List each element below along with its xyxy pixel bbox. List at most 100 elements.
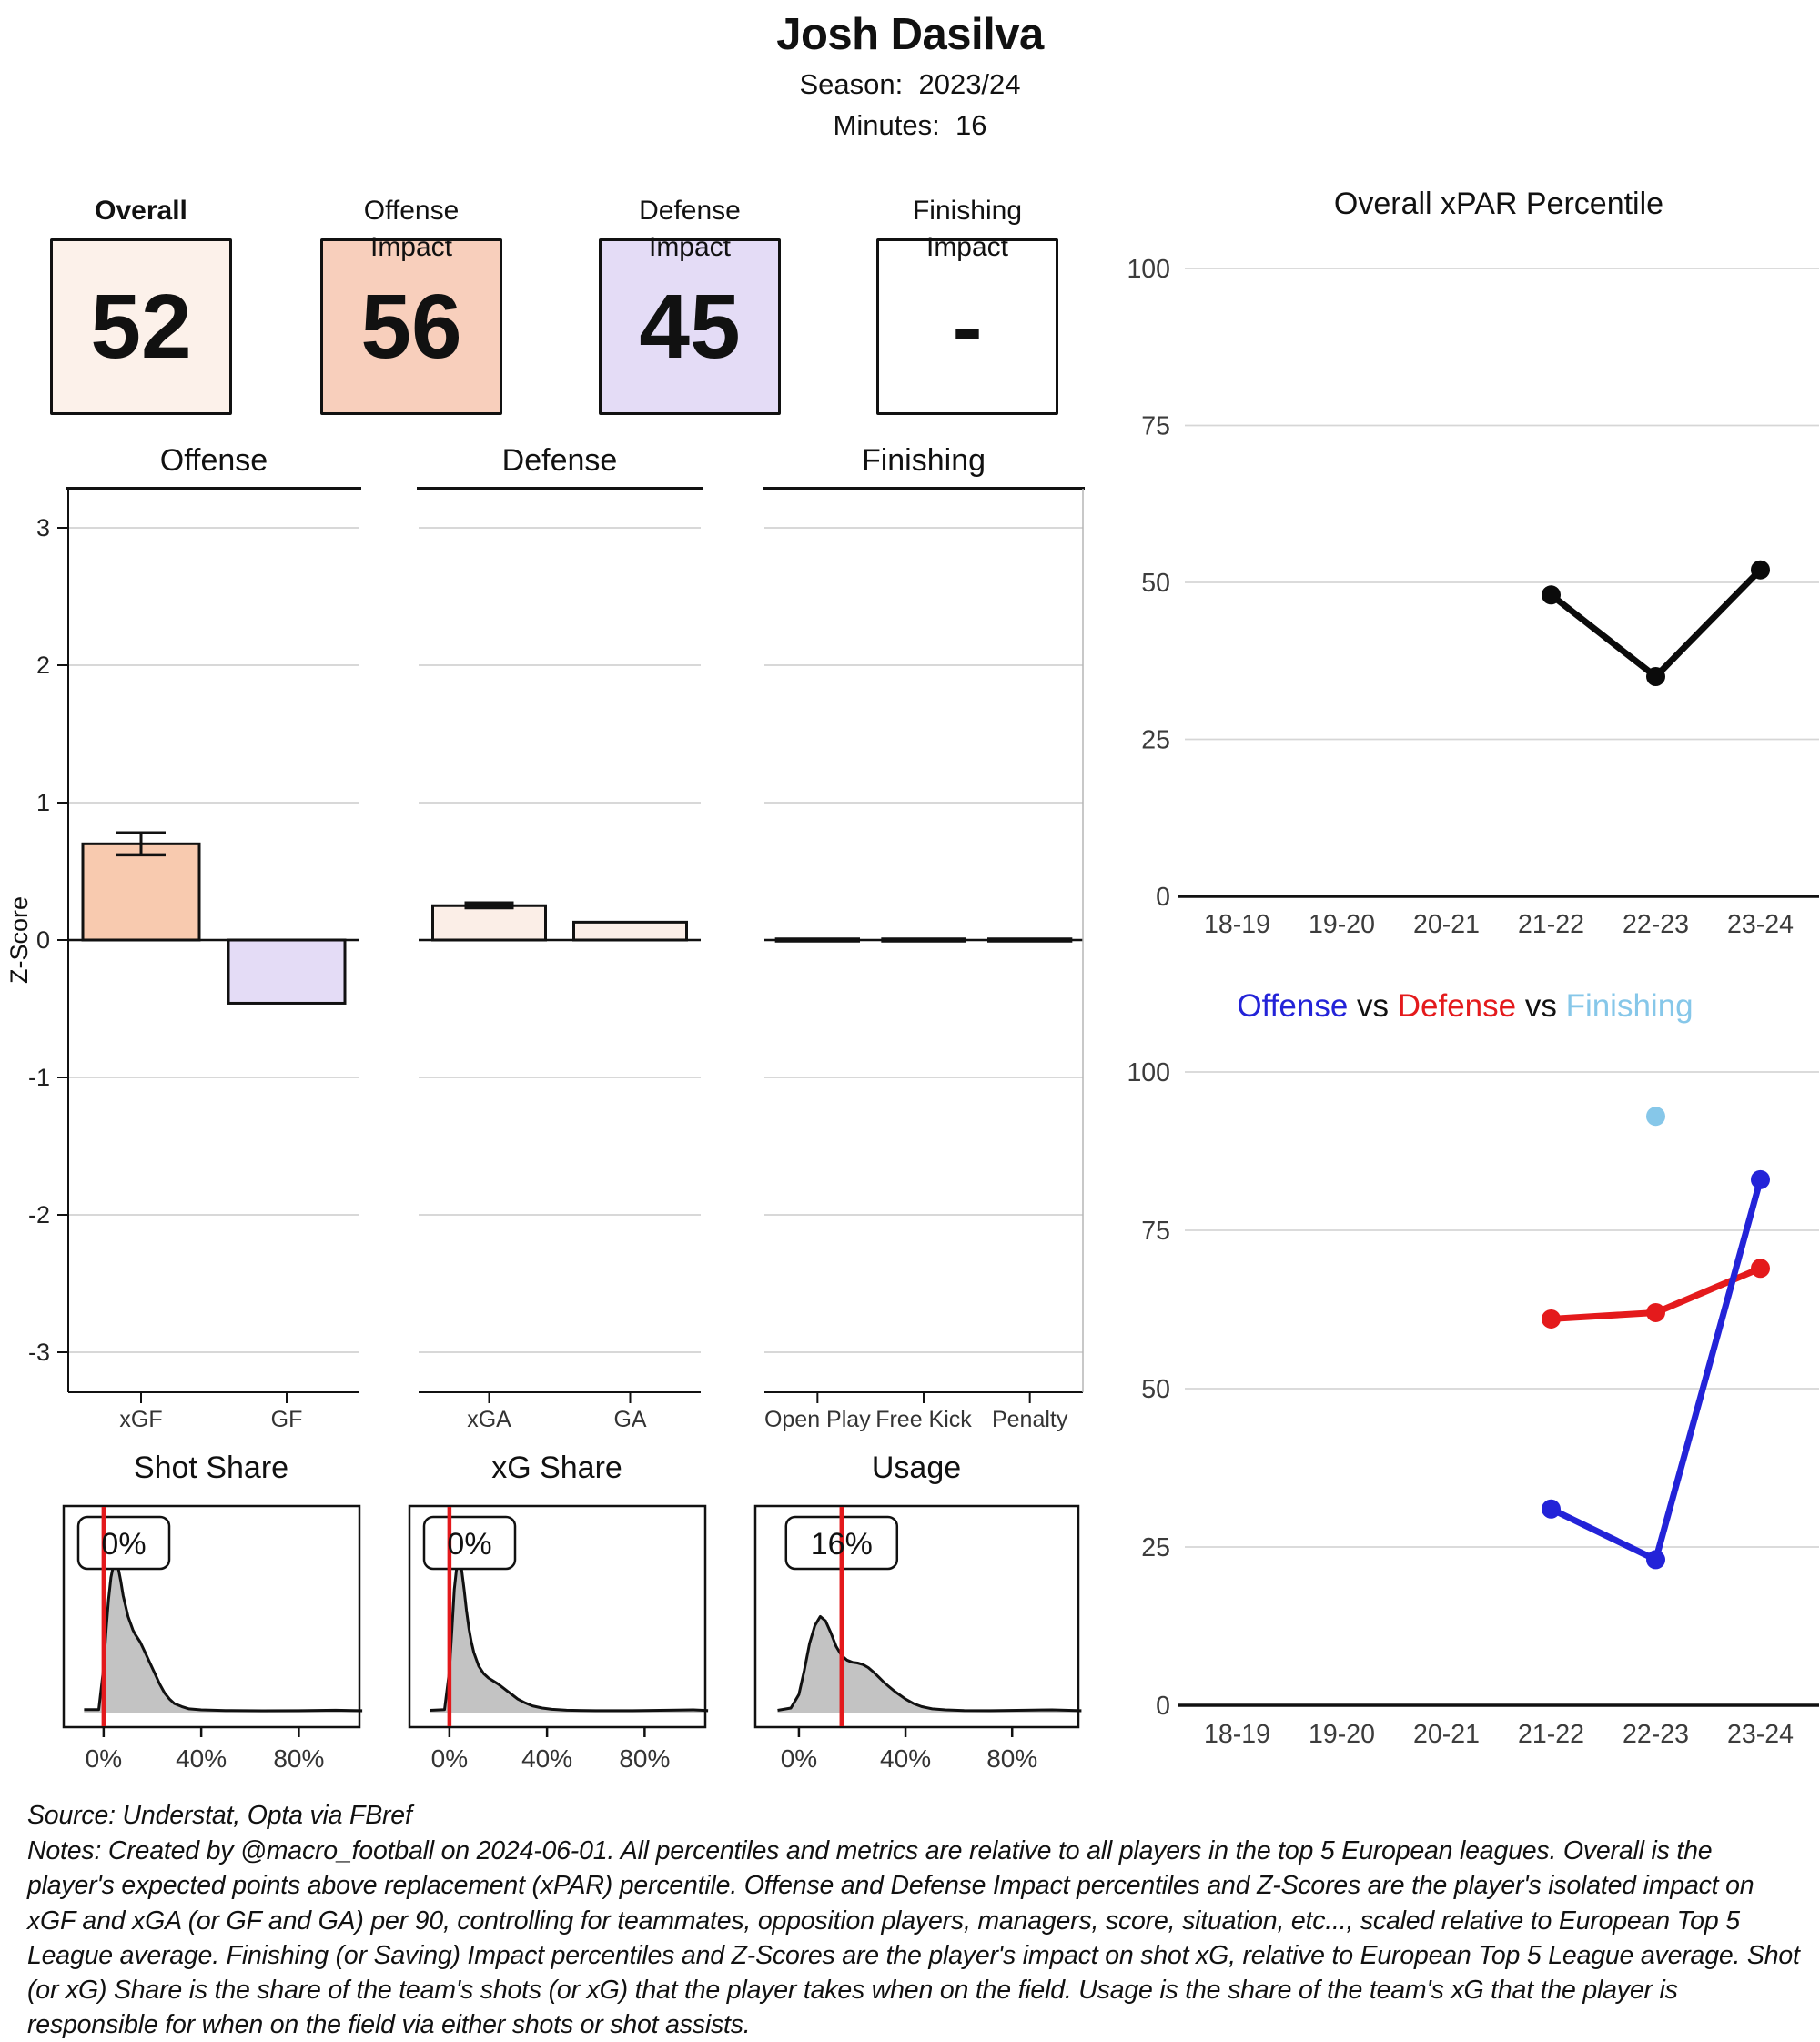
- bar-gf: [227, 938, 347, 1005]
- legend-item-finishing: Finishing: [1565, 988, 1694, 1024]
- panel-border: [753, 1504, 1080, 1729]
- y-tick-label: 25: [1141, 1533, 1170, 1562]
- y-tick-label: 75: [1141, 1217, 1170, 1246]
- density-panel-usage: 0% 40% 80% 16%: [753, 1504, 1082, 1773]
- legend-item-defense: Defense: [1397, 988, 1517, 1024]
- panel-title-offense: Offense: [159, 443, 268, 478]
- bar-xgf: [81, 842, 201, 942]
- panel-title-xg-share: xG Share: [491, 1451, 622, 1485]
- minutes-label: Minutes:: [833, 109, 940, 141]
- x-tick-label: 21-22: [1518, 910, 1584, 939]
- x-tick-label: 23-24: [1727, 910, 1794, 939]
- score-card-overall: Overall 52: [50, 193, 232, 415]
- y-tick-label: -3: [28, 1339, 50, 1366]
- season-label: Season:: [799, 68, 904, 100]
- score-card-finishing-impact: Finishing Impact -: [876, 193, 1058, 415]
- notes-text: Notes: Created by @macro_football on 202…: [27, 1836, 1800, 2040]
- x-tick-label: 21-22: [1518, 1720, 1584, 1749]
- legend-item-offense: Offense: [1237, 988, 1349, 1024]
- panel-title-finishing: Finishing: [861, 443, 986, 478]
- data-point-overall: [1646, 667, 1665, 686]
- z-score-axis-label: Z-Score: [5, 896, 33, 984]
- x-tick-label: 40%: [521, 1744, 572, 1773]
- data-point-defense: [1646, 1302, 1665, 1322]
- score-card-value: 52: [90, 275, 192, 378]
- score-card-offense-impact: Offense Impact 56: [320, 193, 502, 415]
- category-label: Free Kick: [875, 1407, 972, 1432]
- score-card-defense-impact: Defense Impact 45: [599, 193, 781, 415]
- density-area: [430, 1562, 709, 1713]
- density-panel-xg-share: 0% 40% 80% 0%: [408, 1504, 709, 1773]
- line-chart-xpar-percentile: 0 25 50 75 100 18-19 19-20 20-21 21-22 22-23 23-24: [1127, 255, 1819, 939]
- y-tick-label: -2: [28, 1201, 50, 1228]
- marker-label: 0%: [447, 1527, 491, 1562]
- x-tick-label: 20-21: [1413, 910, 1480, 939]
- x-tick-label: 0%: [781, 1744, 817, 1773]
- category-label: GA: [613, 1407, 646, 1432]
- marker-label-box: [76, 1515, 171, 1571]
- x-tick-label: 18-19: [1204, 1720, 1270, 1749]
- footer: Source: Understat, Opta via FBref Notes:…: [27, 1798, 1805, 2042]
- marker-label: 0%: [101, 1527, 146, 1562]
- marker-label-box: [422, 1515, 517, 1571]
- score-card-value: -: [952, 275, 983, 378]
- score-card-box: 52: [50, 238, 232, 415]
- source-note: Source: Understat, Opta via FBref: [27, 1801, 412, 1830]
- y-tick-label: 25: [1141, 726, 1170, 755]
- category-label: xGA: [467, 1407, 511, 1432]
- y-tick-label: -1: [28, 1064, 50, 1091]
- season-line: Season: 2023/24: [0, 68, 1820, 101]
- x-tick-label: 20-21: [1413, 1720, 1480, 1749]
- density-area: [84, 1562, 363, 1713]
- series-line-overall: [1548, 566, 1764, 680]
- x-tick-label: 0%: [431, 1744, 468, 1773]
- data-point-offense: [1646, 1550, 1665, 1570]
- x-tick-label: 19-20: [1309, 910, 1375, 939]
- x-tick-label: 80%: [986, 1744, 1037, 1773]
- x-tick-label: 19-20: [1309, 1720, 1375, 1749]
- score-card-label: Defense Impact: [639, 196, 741, 262]
- y-tick-label: 1: [36, 789, 50, 816]
- legend-offense-defense-finishing: Offense vs Defense vs Finishing: [1138, 988, 1793, 1025]
- panel-title-usage: Usage: [871, 1451, 962, 1485]
- zscore-panel-finishing: Open Play Free Kick Penalty: [763, 487, 1085, 1432]
- season-value: 2023/24: [918, 68, 1021, 100]
- score-card-box: 56: [320, 238, 502, 415]
- score-card-box: 45: [599, 238, 781, 415]
- data-point-defense: [1751, 1259, 1770, 1279]
- page-title: Josh Dasilva: [776, 10, 1044, 59]
- x-tick-label: 80%: [619, 1744, 670, 1773]
- density-panel-shot-share: 0% 40% 80% 0%: [62, 1504, 363, 1773]
- y-tick-label: 0: [1156, 883, 1170, 912]
- legend-separator: vs: [1348, 988, 1398, 1024]
- x-tick-label: 40%: [176, 1744, 227, 1773]
- x-tick-label: 22-23: [1623, 1720, 1689, 1749]
- x-tick-label: 18-19: [1204, 910, 1270, 939]
- y-tick-label: 0: [1156, 1692, 1170, 1721]
- y-tick-label: 75: [1141, 412, 1170, 441]
- category-label: xGF: [119, 1407, 162, 1432]
- y-tick-label: 50: [1141, 1375, 1170, 1404]
- data-point-defense: [1542, 1309, 1561, 1329]
- zscore-panel-defense: xGA GA: [417, 487, 703, 1432]
- line-chart-offense-defense-finishing: 0 25 50 75 100 18-19 19-20 20-21 21-22 22-23 23-24: [1127, 1058, 1819, 1749]
- report-header: Josh Dasilva Season: 2023/24 Minutes: 16: [0, 9, 1820, 142]
- minutes-line: Minutes: 16: [0, 109, 1820, 142]
- y-tick-label: 2: [36, 652, 50, 679]
- score-card-label: Finishing Impact: [912, 196, 1023, 262]
- y-tick-label: 100: [1127, 1058, 1170, 1087]
- y-tick-label: 0: [36, 926, 50, 954]
- data-point-offense: [1751, 1169, 1770, 1189]
- data-point-overall: [1751, 560, 1770, 580]
- series-line-offense: [1548, 1176, 1764, 1563]
- panel-title-defense: Defense: [501, 443, 618, 478]
- x-tick-label: 80%: [273, 1744, 324, 1773]
- panel-title-shot-share: Shot Share: [133, 1451, 289, 1485]
- data-point-overall: [1542, 585, 1561, 605]
- legend-separator: vs: [1516, 988, 1566, 1024]
- chart-title-xpar: Overall xPAR Percentile: [1333, 187, 1664, 221]
- x-tick-label: 40%: [880, 1744, 931, 1773]
- data-point-offense: [1542, 1499, 1561, 1519]
- y-tick-label: 100: [1127, 255, 1170, 284]
